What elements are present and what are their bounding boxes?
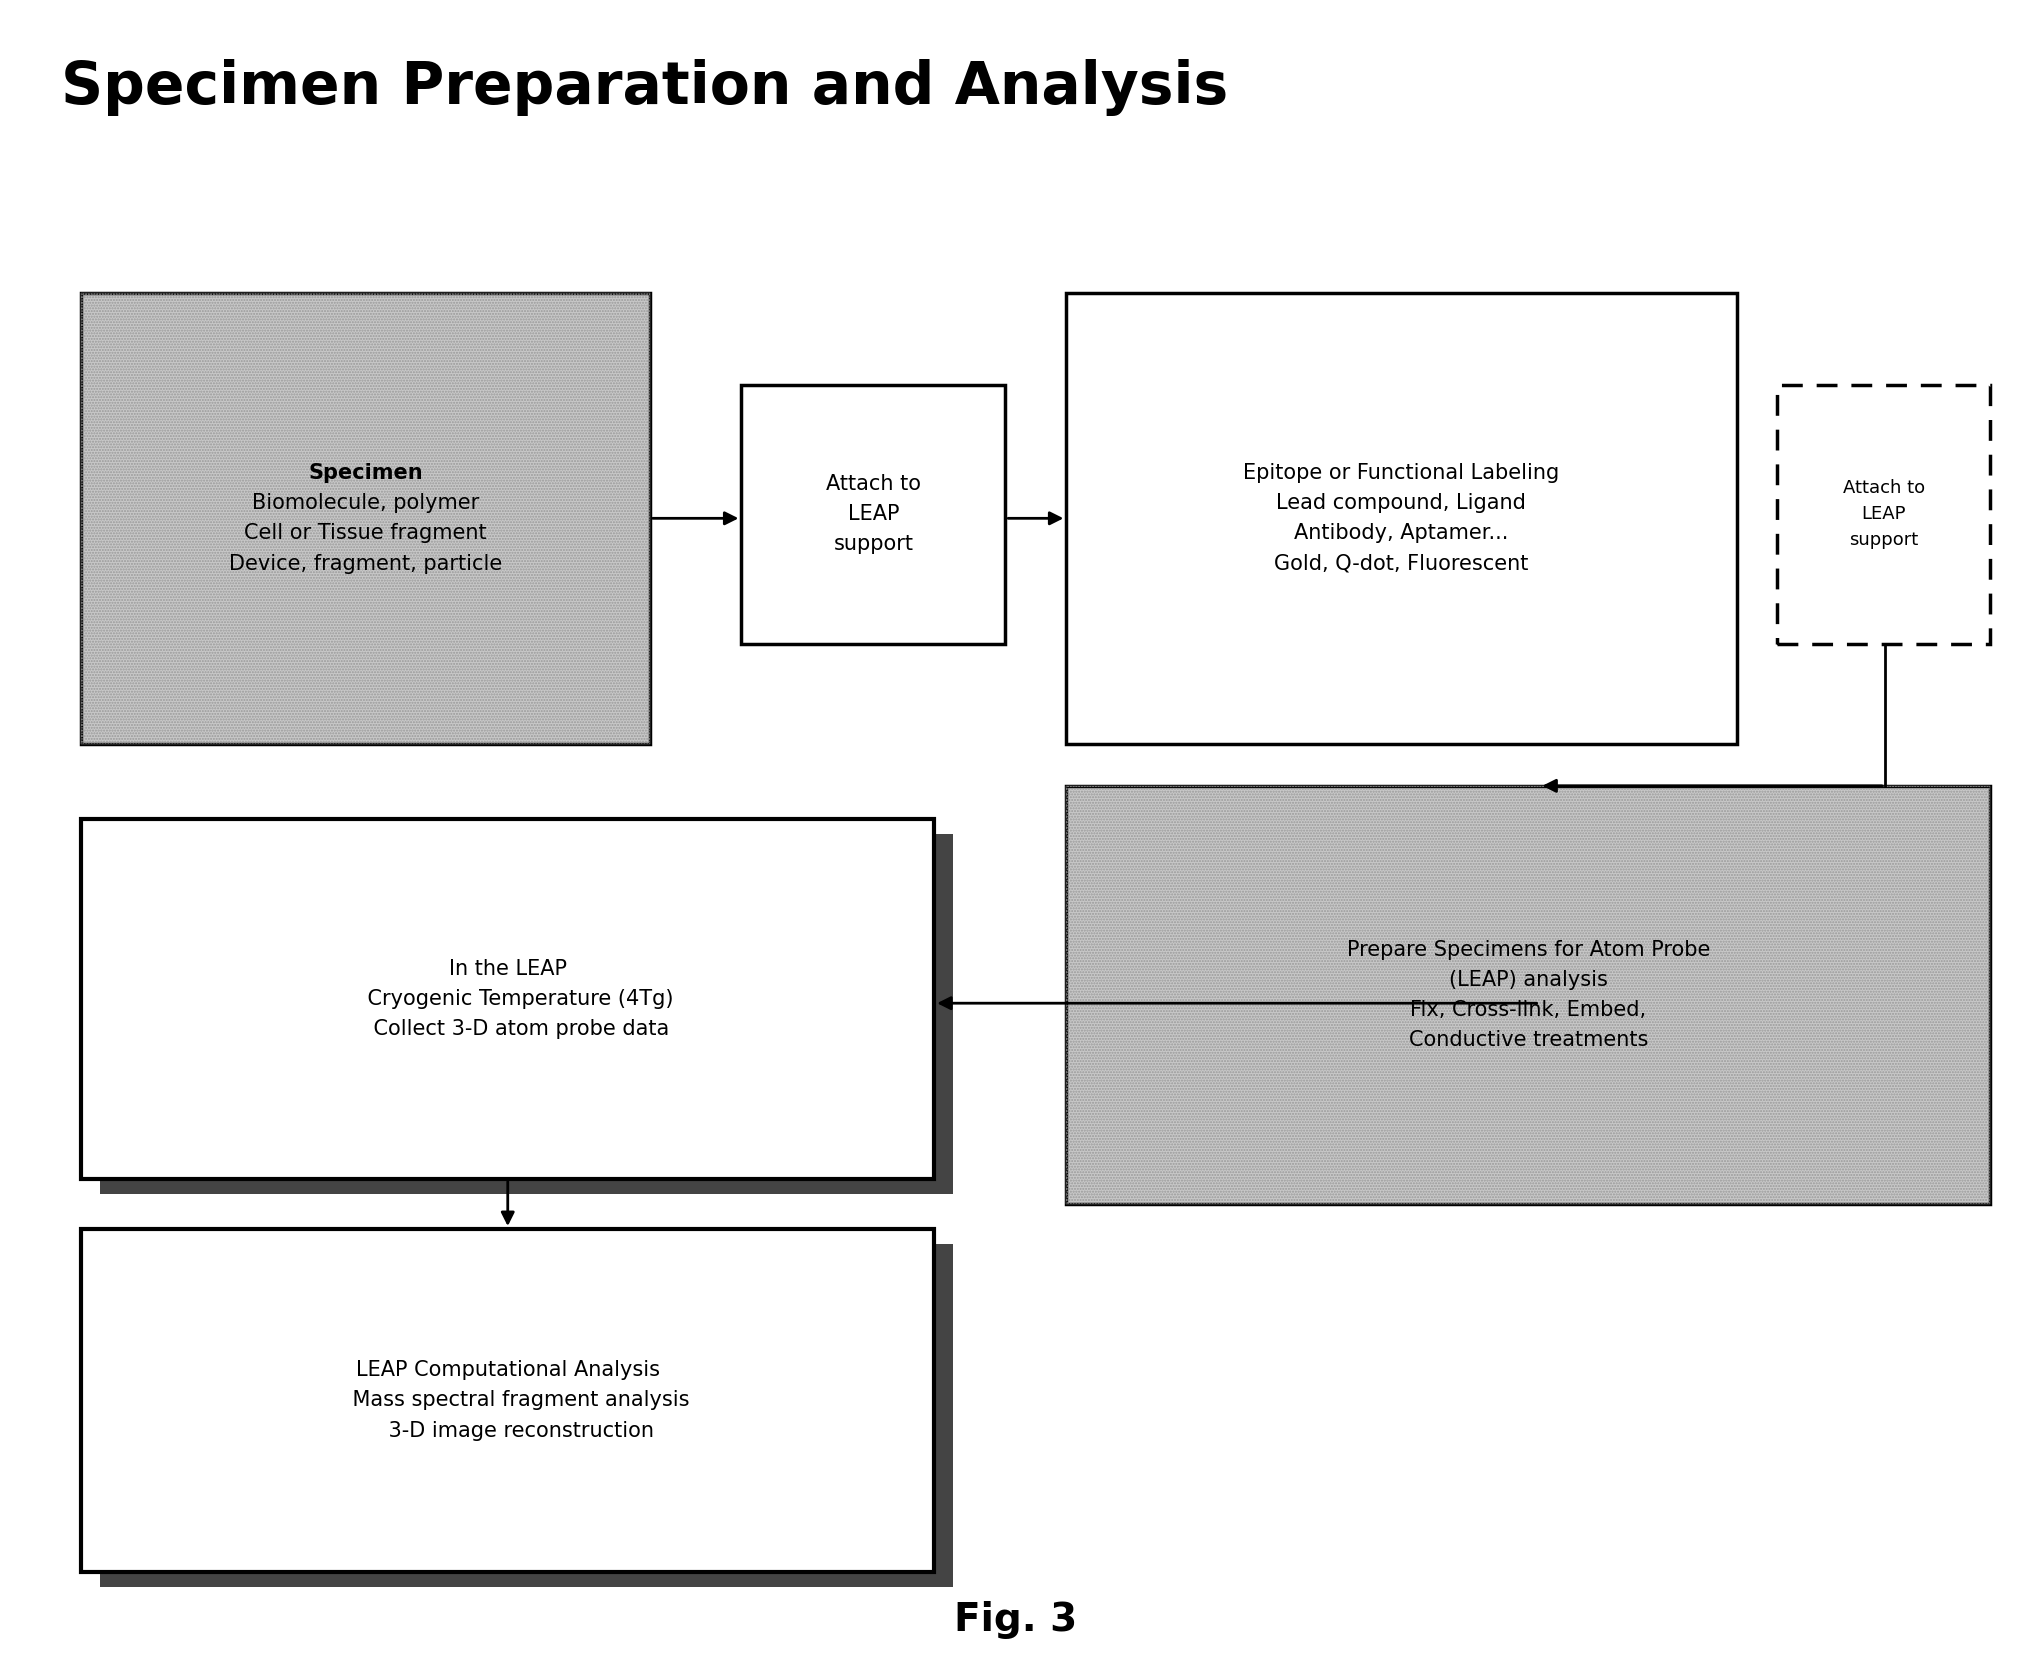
Text: Cryogenic Temperature (4Tg): Cryogenic Temperature (4Tg) (341, 990, 674, 1008)
Text: Cell or Tissue fragment: Cell or Tissue fragment (244, 523, 487, 543)
FancyBboxPatch shape (741, 385, 1005, 644)
Text: Prepare Specimens for Atom Probe: Prepare Specimens for Atom Probe (1346, 940, 1709, 960)
FancyBboxPatch shape (1066, 786, 1989, 1204)
Text: Specimen Preparation and Analysis: Specimen Preparation and Analysis (61, 59, 1228, 115)
Text: Antibody, Aptamer...: Antibody, Aptamer... (1293, 523, 1508, 543)
FancyBboxPatch shape (1066, 293, 1736, 744)
Text: Conductive treatments: Conductive treatments (1409, 1030, 1646, 1050)
Text: LEAP: LEAP (1862, 505, 1904, 523)
Text: 3-D image reconstruction: 3-D image reconstruction (361, 1421, 654, 1441)
Text: (LEAP) analysis: (LEAP) analysis (1447, 970, 1608, 990)
FancyBboxPatch shape (81, 293, 650, 744)
Text: Fix, Cross-link, Embed,: Fix, Cross-link, Embed, (1409, 1000, 1646, 1020)
Text: Collect 3-D atom probe data: Collect 3-D atom probe data (347, 1020, 668, 1040)
FancyBboxPatch shape (81, 819, 934, 1179)
Text: Gold, Q-dot, Fluorescent: Gold, Q-dot, Fluorescent (1273, 553, 1529, 573)
Text: In the LEAP: In the LEAP (449, 958, 566, 978)
FancyBboxPatch shape (81, 1229, 934, 1572)
Text: Specimen: Specimen (309, 463, 422, 483)
Text: Attach to: Attach to (826, 473, 920, 493)
Text: Device, fragment, particle: Device, fragment, particle (229, 553, 501, 573)
Text: Attach to: Attach to (1841, 478, 1924, 497)
Text: Lead compound, Ligand: Lead compound, Ligand (1275, 493, 1527, 513)
Text: Mass spectral fragment analysis: Mass spectral fragment analysis (327, 1391, 688, 1409)
Text: support: support (832, 535, 914, 555)
Text: Epitope or Functional Labeling: Epitope or Functional Labeling (1242, 463, 1559, 483)
Text: Fig. 3: Fig. 3 (954, 1600, 1076, 1639)
Text: Biomolecule, polymer: Biomolecule, polymer (252, 493, 479, 513)
FancyBboxPatch shape (1776, 385, 1989, 644)
Text: LEAP: LEAP (847, 505, 899, 523)
Text: LEAP Computational Analysis: LEAP Computational Analysis (355, 1359, 660, 1379)
Text: support: support (1847, 532, 1918, 550)
FancyBboxPatch shape (99, 1244, 952, 1587)
FancyBboxPatch shape (99, 834, 952, 1194)
